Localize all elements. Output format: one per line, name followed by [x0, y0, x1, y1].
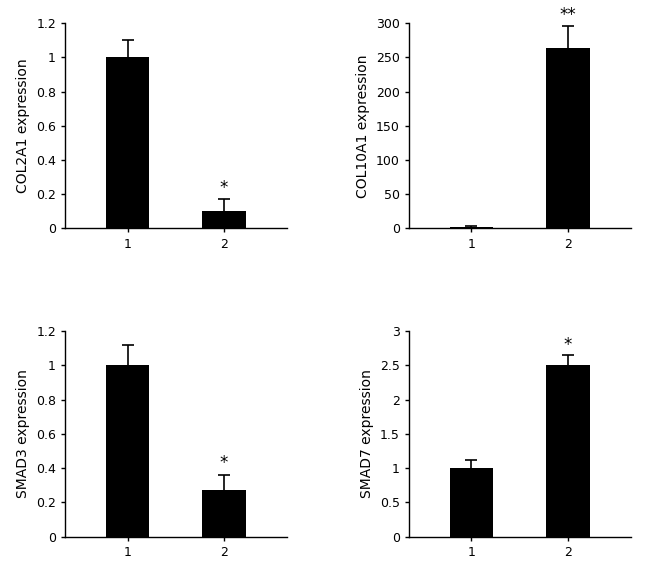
Bar [546, 48, 590, 228]
Bar [202, 211, 246, 228]
Bar [106, 365, 150, 537]
Y-axis label: COL2A1 expression: COL2A1 expression [16, 58, 31, 193]
Text: *: * [220, 454, 228, 471]
Bar [546, 365, 590, 537]
Y-axis label: SMAD7 expression: SMAD7 expression [360, 369, 374, 499]
Bar [450, 227, 493, 228]
Bar [450, 468, 493, 537]
Text: **: ** [560, 6, 576, 24]
Y-axis label: COL10A1 expression: COL10A1 expression [356, 54, 370, 197]
Y-axis label: SMAD3 expression: SMAD3 expression [16, 369, 31, 499]
Text: *: * [220, 179, 228, 197]
Text: *: * [564, 336, 572, 354]
Bar [202, 490, 246, 537]
Bar [106, 57, 150, 228]
